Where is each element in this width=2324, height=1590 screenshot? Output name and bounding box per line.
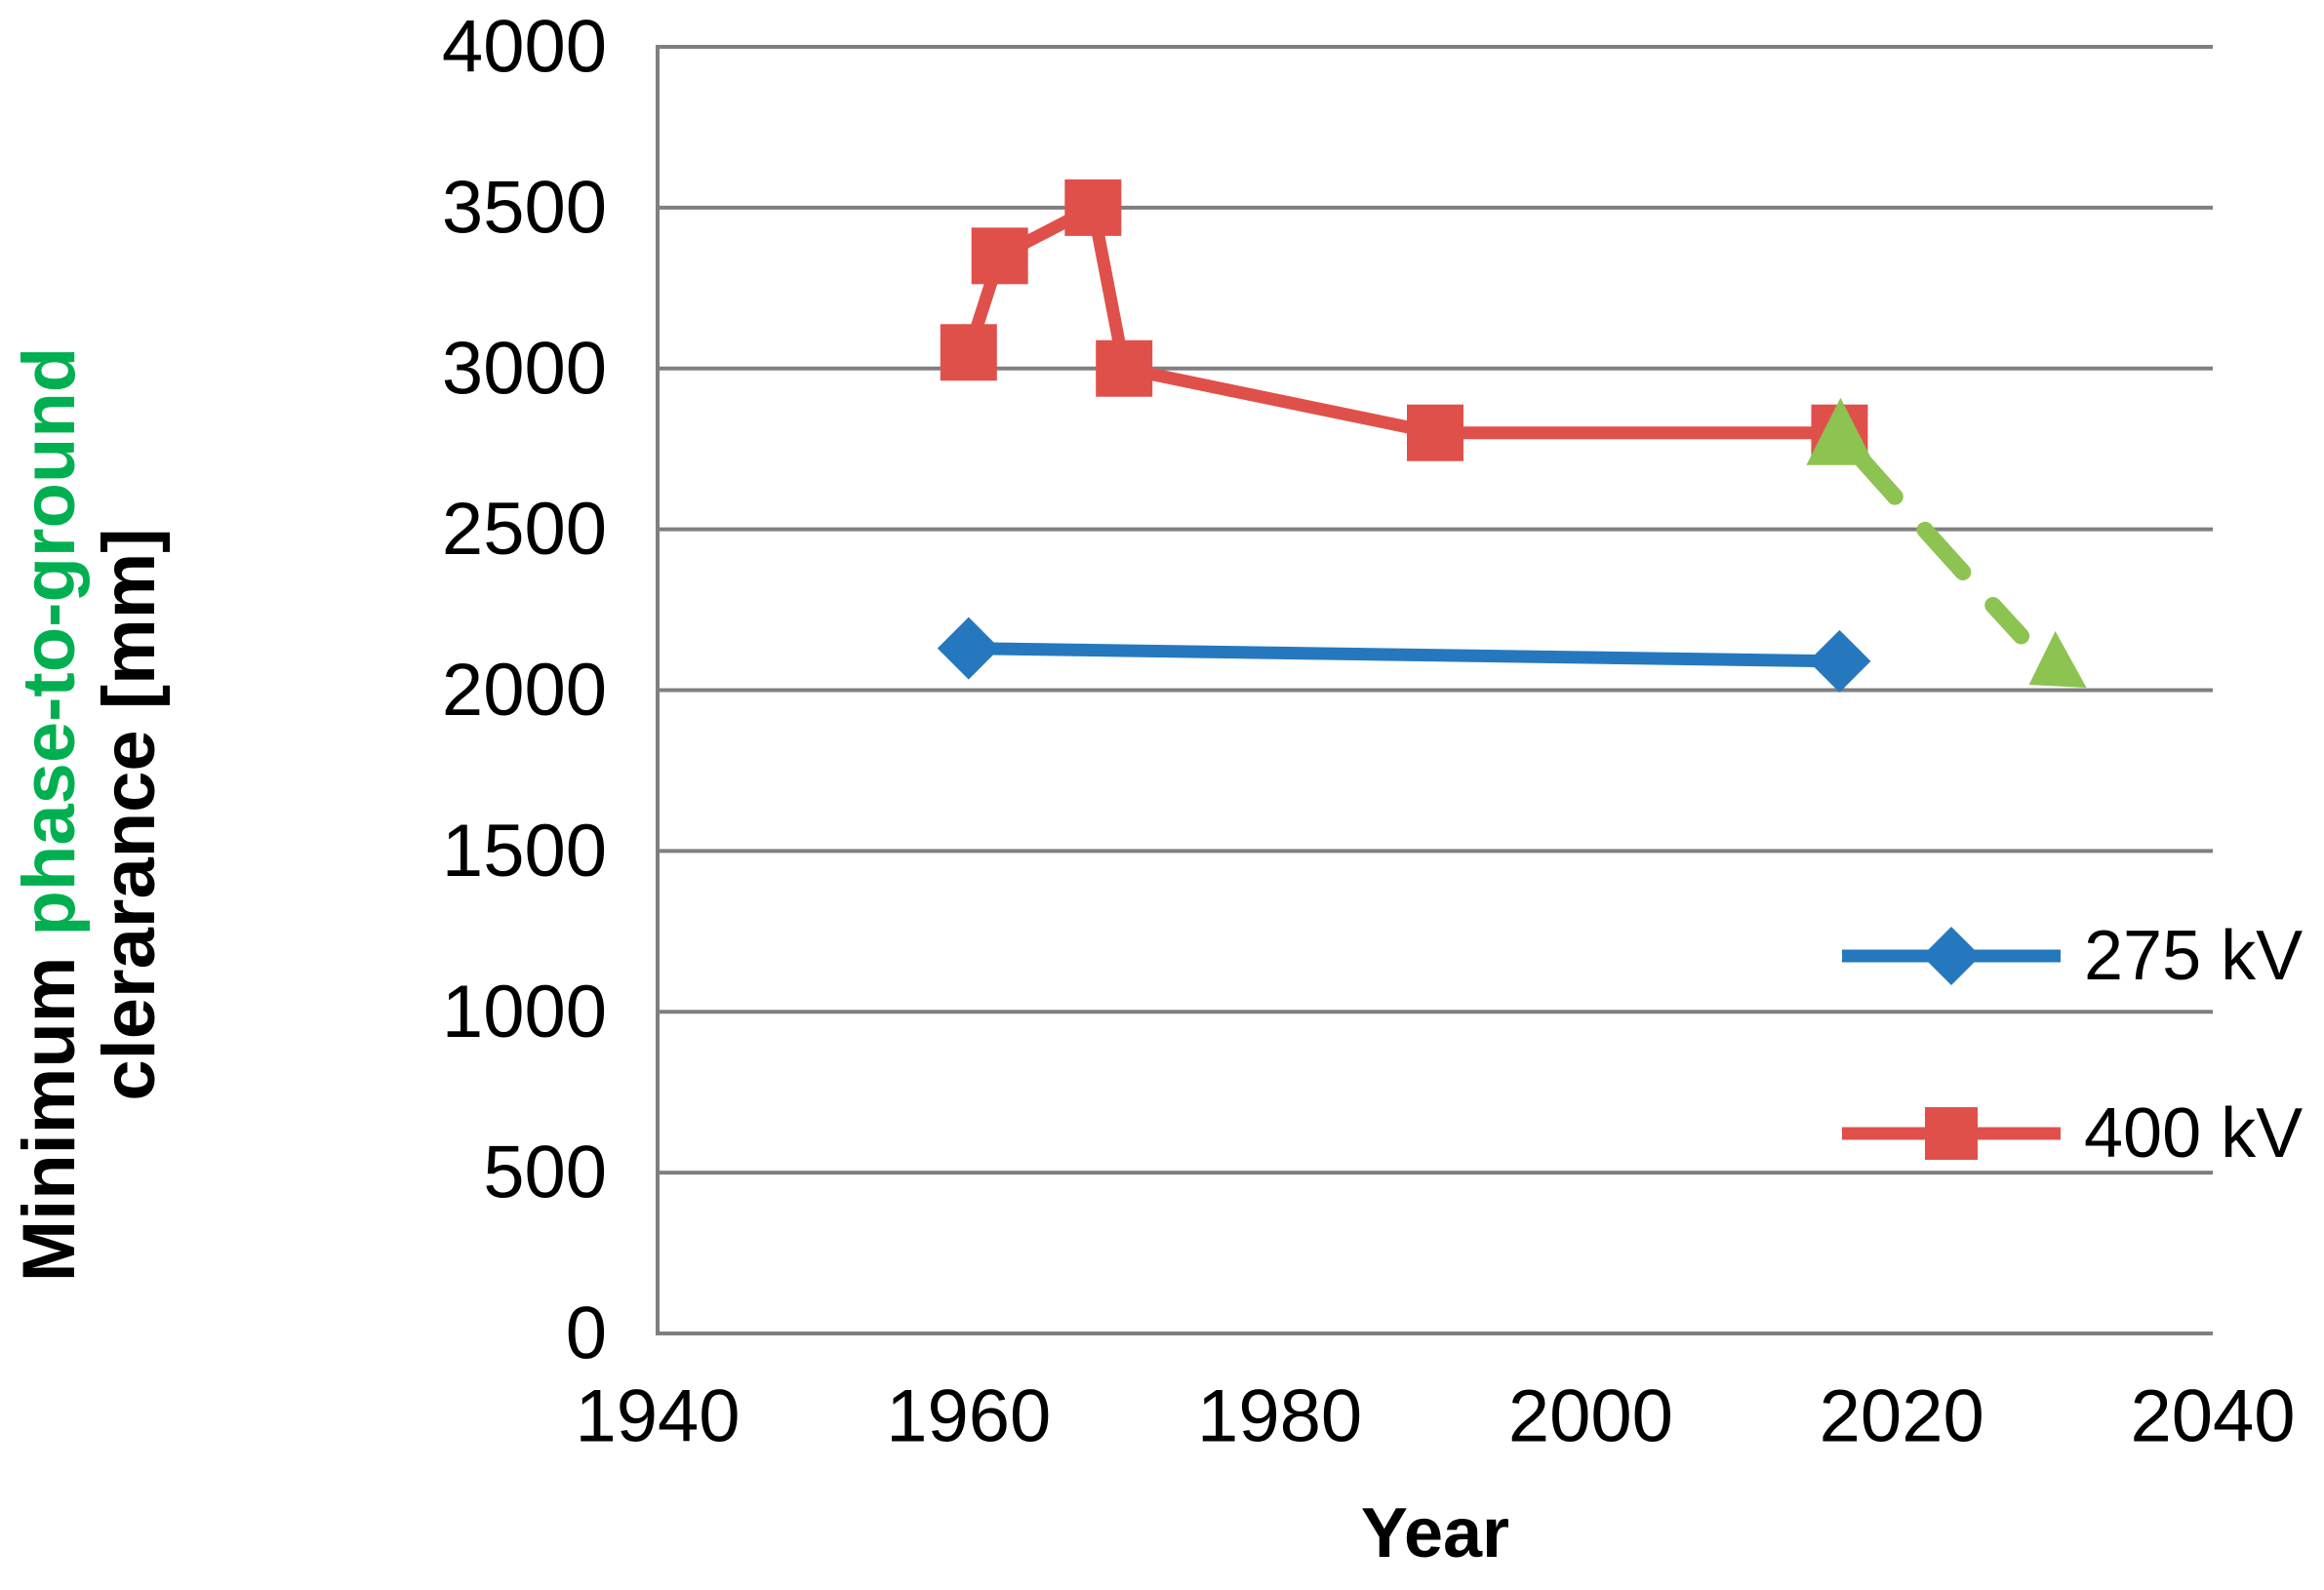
svg-text:0: 0 — [566, 1292, 607, 1375]
svg-text:400 kV: 400 kV — [2084, 1094, 2303, 1173]
series-400-kv — [940, 179, 1868, 461]
y-axis-title-line1: Minimum phase-to-ground — [8, 83, 91, 1546]
svg-text:3500: 3500 — [442, 166, 607, 249]
svg-text:500: 500 — [483, 1132, 607, 1214]
svg-text:2020: 2020 — [1820, 1375, 1984, 1458]
svg-text:2040: 2040 — [2130, 1375, 2295, 1458]
y-axis-title-black-part: Minimum — [8, 935, 91, 1283]
y-axis-title-line2: clerarance [mm] — [88, 528, 171, 1101]
svg-text:275 kV: 275 kV — [2084, 917, 2303, 995]
svg-text:1960: 1960 — [886, 1375, 1051, 1458]
svg-text:2000: 2000 — [1508, 1375, 1673, 1458]
legend: 275 kV 400 kV — [1842, 917, 2303, 1173]
svg-text:2000: 2000 — [442, 649, 607, 732]
svg-text:1000: 1000 — [442, 971, 607, 1053]
y-axis-title-green-part: phase-to-ground — [8, 346, 91, 936]
y-axis-title: Minimum phase-to-ground clerarance [mm] — [8, 83, 176, 1546]
x-axis-title: Year — [1360, 1494, 1510, 1572]
series-275-kv — [937, 616, 1871, 693]
svg-text:1940: 1940 — [575, 1375, 740, 1458]
svg-text:2500: 2500 — [442, 488, 607, 571]
x-tick-labels: 1940 1960 1980 2000 2020 2040 — [575, 1375, 2295, 1458]
svg-text:1500: 1500 — [442, 810, 607, 893]
legend-item-400-kv: 400 kV — [1842, 1094, 2303, 1173]
svg-text:4000: 4000 — [442, 6, 607, 89]
forecast-arrowhead — [2028, 631, 2087, 689]
svg-text:3000: 3000 — [442, 327, 607, 410]
y-tick-labels: 0 500 1000 1500 2000 2500 3000 3500 4000 — [442, 6, 607, 1375]
svg-text:1980: 1980 — [1197, 1375, 1362, 1458]
forecast-arrow — [1806, 397, 2087, 689]
gridlines — [658, 45, 2213, 1335]
legend-item-275-kv: 275 kV — [1842, 917, 2303, 995]
